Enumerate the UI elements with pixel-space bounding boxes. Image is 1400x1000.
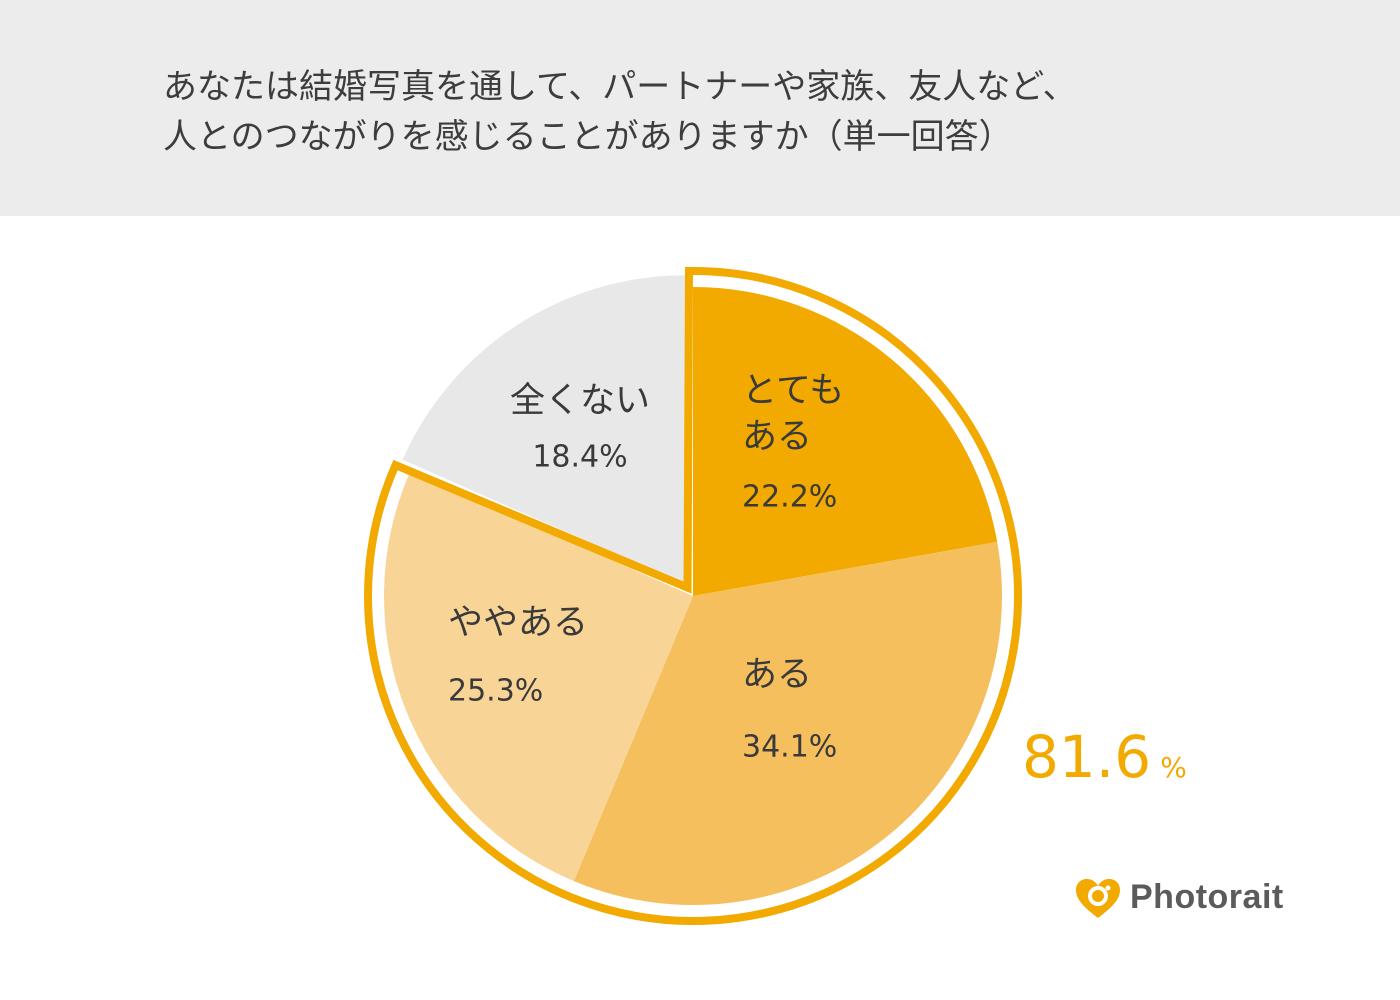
slice-value-1: 22.2%	[742, 480, 837, 515]
slice-label-4: 全くない 18.4%	[510, 381, 650, 475]
slice-name-1-line-1: とても	[742, 371, 844, 411]
slice-label-2: ある 34.1%	[742, 655, 837, 765]
slice-value-2: 34.1%	[742, 730, 837, 765]
chart-title-line-1: あなたは結婚写真を通して、パートナーや家族、友人など、	[163, 67, 1077, 107]
header-banner: あなたは結婚写真を通して、パートナーや家族、友人など、 人とのつながりを感じるこ…	[0, 0, 1400, 216]
heart-camera-icon	[1076, 879, 1120, 918]
highlight-total-unit: %	[1160, 751, 1187, 784]
pie-slice-3	[384, 471, 693, 882]
highlight-total: 81.6 %	[1022, 723, 1187, 791]
pie-slice-2	[573, 541, 1003, 906]
slice-name-3-line-1: ややある	[448, 603, 588, 643]
pie-slices	[384, 275, 1003, 906]
slice-name-2-line-1: ある	[742, 655, 812, 695]
slice-value-3: 25.3%	[448, 674, 543, 709]
brand-name: Photorait	[1130, 878, 1284, 916]
chart-title: あなたは結婚写真を通して、パートナーや家族、友人など、 人とのつながりを感じるこ…	[163, 62, 1313, 162]
brand-logo: Photorait	[1075, 876, 1305, 922]
highlight-total-value: 81.6	[1022, 723, 1151, 791]
slice-value-4: 18.4%	[532, 440, 627, 475]
chart-title-line-2: 人とのつながりを感じることがありますか（単一回答）	[163, 117, 1013, 157]
slice-label-3: ややある 25.3%	[448, 603, 588, 709]
slice-name-1-line-2: ある	[742, 417, 812, 457]
slice-name-4-line-1: 全くない	[510, 381, 650, 421]
highlight-outline	[364, 266, 1022, 925]
pie-slice-4	[402, 275, 686, 585]
pie-slice-1	[693, 287, 998, 596]
